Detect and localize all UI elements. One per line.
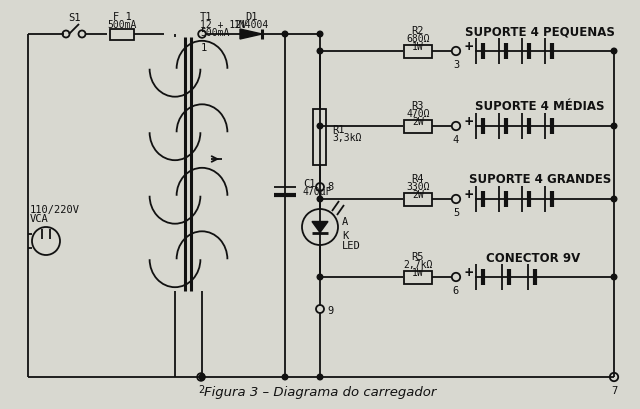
Circle shape bbox=[611, 49, 617, 55]
Bar bbox=[404, 120, 432, 133]
Circle shape bbox=[199, 374, 205, 380]
Text: 110/220V: 110/220V bbox=[30, 204, 80, 214]
Text: 1W: 1W bbox=[412, 267, 424, 277]
Text: D1: D1 bbox=[244, 12, 257, 22]
Text: 3,3kΩ: 3,3kΩ bbox=[332, 133, 362, 143]
Circle shape bbox=[282, 32, 288, 38]
Text: 2: 2 bbox=[198, 384, 204, 394]
Text: 12 + 12V: 12 + 12V bbox=[200, 20, 247, 30]
Text: R4: R4 bbox=[412, 173, 424, 184]
Bar bbox=[404, 45, 432, 58]
Text: 500mA: 500mA bbox=[108, 20, 137, 30]
Text: F 1: F 1 bbox=[113, 12, 131, 22]
Bar bbox=[110, 29, 134, 40]
Text: R5: R5 bbox=[412, 252, 424, 261]
Text: LED: LED bbox=[342, 240, 361, 250]
Text: CONECTOR 9V: CONECTOR 9V bbox=[486, 251, 580, 264]
Circle shape bbox=[317, 274, 323, 280]
Text: SUPORTE 4 MÉDIAS: SUPORTE 4 MÉDIAS bbox=[476, 100, 605, 113]
Text: 470Ω: 470Ω bbox=[406, 109, 429, 119]
Text: 1W: 1W bbox=[412, 42, 424, 52]
Text: 1N4004: 1N4004 bbox=[234, 20, 269, 30]
Circle shape bbox=[611, 197, 617, 202]
Text: 2W: 2W bbox=[412, 117, 424, 127]
Text: +: + bbox=[465, 265, 473, 279]
Circle shape bbox=[317, 124, 323, 130]
Text: 5: 5 bbox=[453, 207, 459, 218]
Text: 500mA: 500mA bbox=[200, 28, 229, 38]
Text: T1: T1 bbox=[200, 12, 212, 22]
Text: 9: 9 bbox=[327, 305, 333, 315]
Circle shape bbox=[317, 374, 323, 380]
Text: 680Ω: 680Ω bbox=[406, 34, 429, 44]
Text: S1: S1 bbox=[68, 13, 80, 23]
Text: A: A bbox=[342, 216, 348, 227]
Bar bbox=[404, 193, 432, 206]
Text: SUPORTE 4 GRANDES: SUPORTE 4 GRANDES bbox=[469, 173, 611, 186]
Text: 330Ω: 330Ω bbox=[406, 182, 429, 191]
Text: 7: 7 bbox=[611, 385, 617, 395]
Polygon shape bbox=[240, 30, 262, 40]
Text: 2,7kΩ: 2,7kΩ bbox=[403, 259, 433, 270]
Text: C1: C1 bbox=[303, 179, 316, 189]
Text: 470μF: 470μF bbox=[303, 187, 332, 196]
Circle shape bbox=[317, 197, 323, 202]
Circle shape bbox=[611, 124, 617, 130]
Circle shape bbox=[317, 49, 323, 55]
Text: +: + bbox=[465, 40, 473, 54]
Text: 3: 3 bbox=[453, 60, 459, 70]
Text: R2: R2 bbox=[412, 26, 424, 36]
Text: R3: R3 bbox=[412, 101, 424, 111]
Text: 4: 4 bbox=[453, 135, 459, 145]
Bar bbox=[404, 271, 432, 284]
Bar bbox=[314, 110, 326, 166]
Circle shape bbox=[282, 374, 288, 380]
Text: 8: 8 bbox=[327, 182, 333, 191]
Text: Figura 3 – Diagrama do carregador: Figura 3 – Diagrama do carregador bbox=[204, 385, 436, 398]
Text: 2W: 2W bbox=[412, 189, 424, 200]
Circle shape bbox=[611, 274, 617, 280]
Text: SUPORTE 4 PEQUENAS: SUPORTE 4 PEQUENAS bbox=[465, 25, 615, 38]
Text: +: + bbox=[465, 115, 473, 129]
Circle shape bbox=[317, 32, 323, 38]
Text: R1: R1 bbox=[332, 125, 344, 135]
Text: 6: 6 bbox=[453, 285, 459, 295]
Text: VCA: VCA bbox=[30, 213, 49, 223]
Text: K: K bbox=[342, 230, 348, 240]
Text: +: + bbox=[465, 188, 473, 202]
Polygon shape bbox=[312, 222, 328, 233]
Text: 1: 1 bbox=[201, 43, 207, 53]
